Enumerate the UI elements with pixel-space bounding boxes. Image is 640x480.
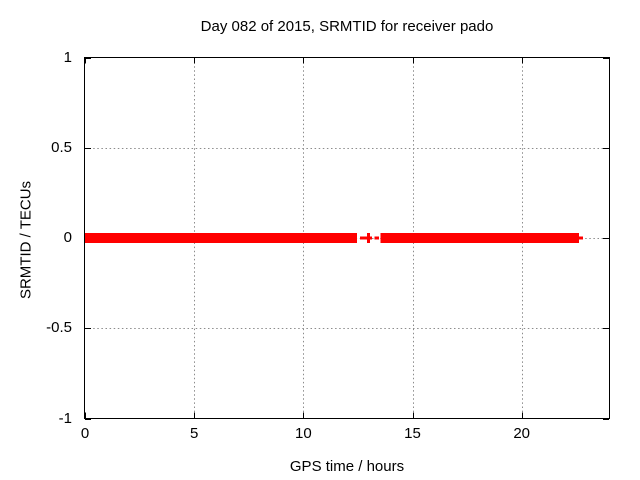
plot-area [84, 57, 610, 419]
data-point-dash [359, 236, 365, 240]
x-tick-label: 20 [513, 425, 530, 442]
y-tick-label: -0.5 [46, 319, 72, 337]
x-tick-label: 15 [404, 425, 421, 442]
y-tick-label: 1 [63, 48, 72, 66]
x-axis-label: GPS time / hours [289, 458, 405, 475]
data-series-segment [380, 233, 580, 243]
y-tick-label: 0.5 [51, 138, 72, 156]
y-tick-label: 0 [63, 229, 72, 246]
y-tick-label: -1 [58, 409, 72, 427]
data-point-dash [374, 236, 380, 240]
data-point-plus [366, 233, 370, 243]
chart-title: Day 082 of 2015, SRMTID for receiver pad… [200, 18, 494, 35]
data-point-dash [578, 236, 584, 240]
data-series-segment [85, 233, 358, 243]
x-tick-label: 0 [80, 425, 90, 442]
x-tick-label: 10 [294, 425, 312, 442]
x-tick-label: 5 [189, 425, 199, 442]
